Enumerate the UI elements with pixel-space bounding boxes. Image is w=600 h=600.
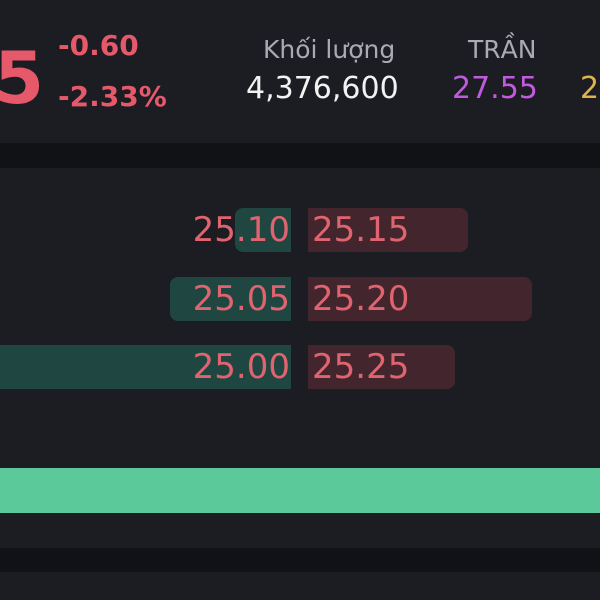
bid-price[interactable]: 25.05 — [192, 279, 290, 319]
ask-depth — [308, 277, 532, 321]
ceiling: 27.55 — [452, 71, 538, 106]
ask-price[interactable]: 25.20 — [312, 279, 410, 319]
ask-price[interactable]: 25.15 — [312, 210, 410, 250]
buy-button[interactable] — [0, 468, 600, 513]
divider — [0, 548, 600, 572]
ask-price[interactable]: 25.25 — [312, 347, 410, 387]
change-percent: -2.33% — [58, 80, 167, 113]
bid-depth — [235, 208, 291, 252]
ask-depth — [308, 345, 455, 389]
bid-depth — [0, 345, 291, 389]
bid-price[interactable]: 25.00 — [192, 347, 290, 387]
price: 5 — [0, 36, 45, 120]
bid-price[interactable]: 25.10 — [192, 210, 290, 250]
divider — [0, 143, 600, 168]
floor: 2 — [580, 71, 600, 106]
ask-depth — [308, 208, 468, 252]
ceiling-label: TRẦN — [468, 35, 537, 64]
volume: 4,376,600 — [246, 71, 399, 106]
change: -0.60 — [58, 29, 139, 62]
volume-label: Khối lượng — [263, 35, 396, 64]
bid-depth — [170, 277, 291, 321]
